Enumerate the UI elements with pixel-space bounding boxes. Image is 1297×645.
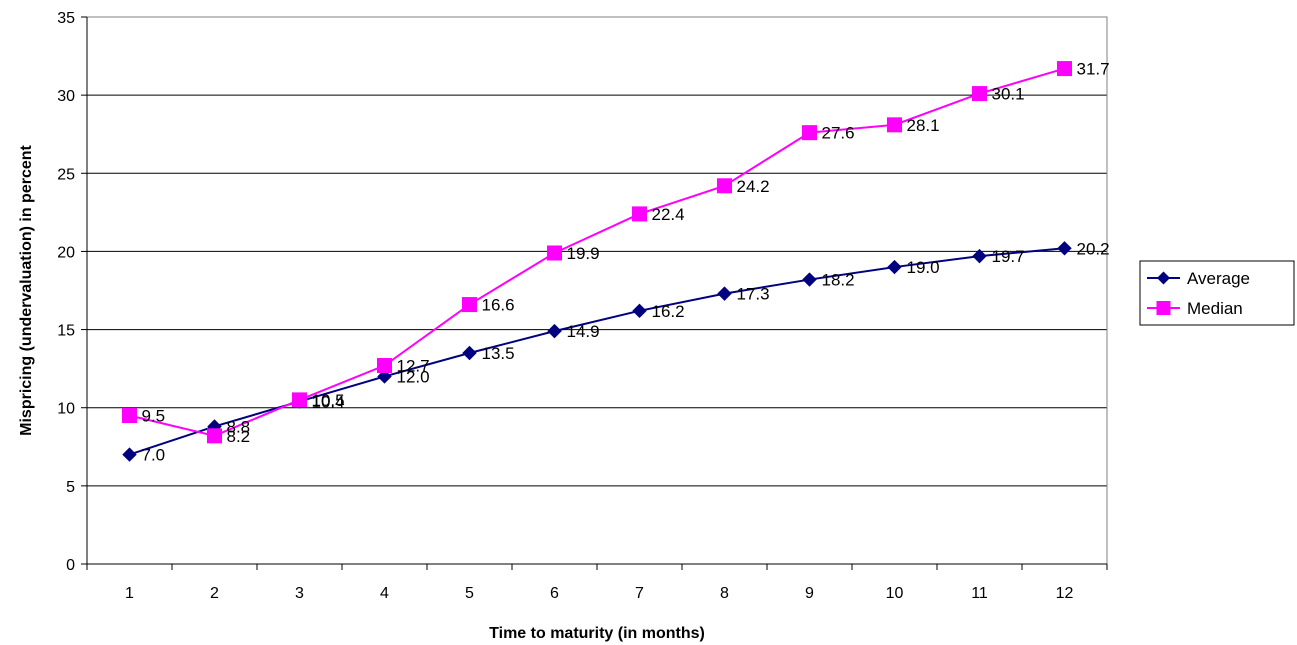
y-tick-label: 35 <box>57 10 75 27</box>
data-label: 16.2 <box>652 302 685 321</box>
x-tick-label: 8 <box>720 585 729 602</box>
data-label: 10.5 <box>312 391 345 410</box>
data-point <box>802 125 817 141</box>
data-point <box>462 345 477 361</box>
data-label: 19.9 <box>567 244 600 263</box>
x-axis-title: Time to maturity (in months) <box>489 625 705 642</box>
data-label: 12.7 <box>397 357 430 376</box>
data-label: 31.7 <box>1077 60 1110 79</box>
data-label: 24.2 <box>737 177 770 196</box>
data-point <box>292 392 307 408</box>
data-point <box>1057 61 1072 77</box>
x-tick-label: 5 <box>465 585 474 602</box>
legend-label: Average <box>1187 269 1250 288</box>
data-point <box>207 428 222 444</box>
data-point <box>547 245 562 261</box>
data-label: 19.0 <box>907 258 940 277</box>
legend-label: Median <box>1187 299 1243 318</box>
x-tick-label: 9 <box>805 585 814 602</box>
y-tick-label: 20 <box>57 244 75 261</box>
data-point <box>377 369 392 384</box>
data-label: 8.2 <box>227 427 251 446</box>
data-point <box>547 323 562 339</box>
x-tick-label: 11 <box>971 585 988 602</box>
data-label: 9.5 <box>142 407 166 426</box>
data-point <box>632 206 647 222</box>
data-label: 30.1 <box>992 85 1025 104</box>
series-line-median <box>129 67 1065 437</box>
data-label: 28.1 <box>907 116 940 135</box>
data-label: 8.8 <box>227 417 251 436</box>
data-label: 12.0 <box>397 367 430 386</box>
data-label: 13.5 <box>482 344 515 363</box>
legend-item-median: Median <box>1147 299 1243 318</box>
series-layer <box>122 61 1072 462</box>
data-label: 19.7 <box>992 247 1025 266</box>
axes <box>81 16 1108 570</box>
x-tick-label: 1 <box>125 585 134 602</box>
legend-marker <box>1156 301 1171 315</box>
y-tick-label: 15 <box>57 323 75 340</box>
data-label: 7.0 <box>142 446 166 465</box>
data-point <box>717 286 732 301</box>
data-label: 18.2 <box>822 271 855 290</box>
x-tick-label: 3 <box>295 585 304 602</box>
data-point <box>887 259 902 275</box>
series-median <box>122 61 1072 444</box>
x-tick-label: 7 <box>635 585 644 602</box>
y-tick-label: 10 <box>57 401 75 418</box>
data-point <box>632 303 647 319</box>
x-tick-label: 10 <box>886 585 904 602</box>
data-point <box>887 117 902 133</box>
data-point <box>802 272 817 287</box>
data-point <box>377 358 392 374</box>
x-tick-labels: 1 2 3 4 5 6 7 8 9 10 11 12 <box>125 585 1073 602</box>
data-label: 14.9 <box>567 322 600 341</box>
data-point <box>1057 241 1072 256</box>
data-point <box>122 447 137 462</box>
y-tick-label: 0 <box>66 557 75 574</box>
data-label: 22.4 <box>652 205 685 224</box>
data-point <box>122 408 137 424</box>
y-tick-label: 30 <box>57 88 75 105</box>
data-point <box>462 297 477 313</box>
x-tick-label: 4 <box>380 585 389 602</box>
x-tick-label: 12 <box>1056 585 1074 602</box>
x-tick-label: 2 <box>210 585 219 602</box>
data-point <box>717 178 732 194</box>
x-tick-label: 6 <box>550 585 559 602</box>
legend-item-average: Average <box>1147 269 1250 288</box>
data-label: 20.2 <box>1077 239 1110 258</box>
data-labels: 7.0 8.8 10.4 12.0 13.5 14.9 16.2 17.3 18.2 19.0 19… <box>142 60 1110 465</box>
y-axis-title: Mispricing (undervaluation) in percent <box>18 144 35 435</box>
data-label: 27.6 <box>822 124 855 143</box>
data-label: 10.4 <box>312 392 345 411</box>
y-tick-label: 5 <box>66 479 75 496</box>
data-point <box>972 248 987 264</box>
data-label: 16.6 <box>482 296 515 315</box>
data-label: 17.3 <box>737 285 770 304</box>
legend-marker <box>1157 271 1170 285</box>
y-tick-label: 25 <box>57 166 75 183</box>
data-point <box>972 86 987 102</box>
y-tick-labels: 0 5 10 15 20 25 30 35 <box>57 10 75 574</box>
legend: Average Median <box>1139 260 1295 326</box>
